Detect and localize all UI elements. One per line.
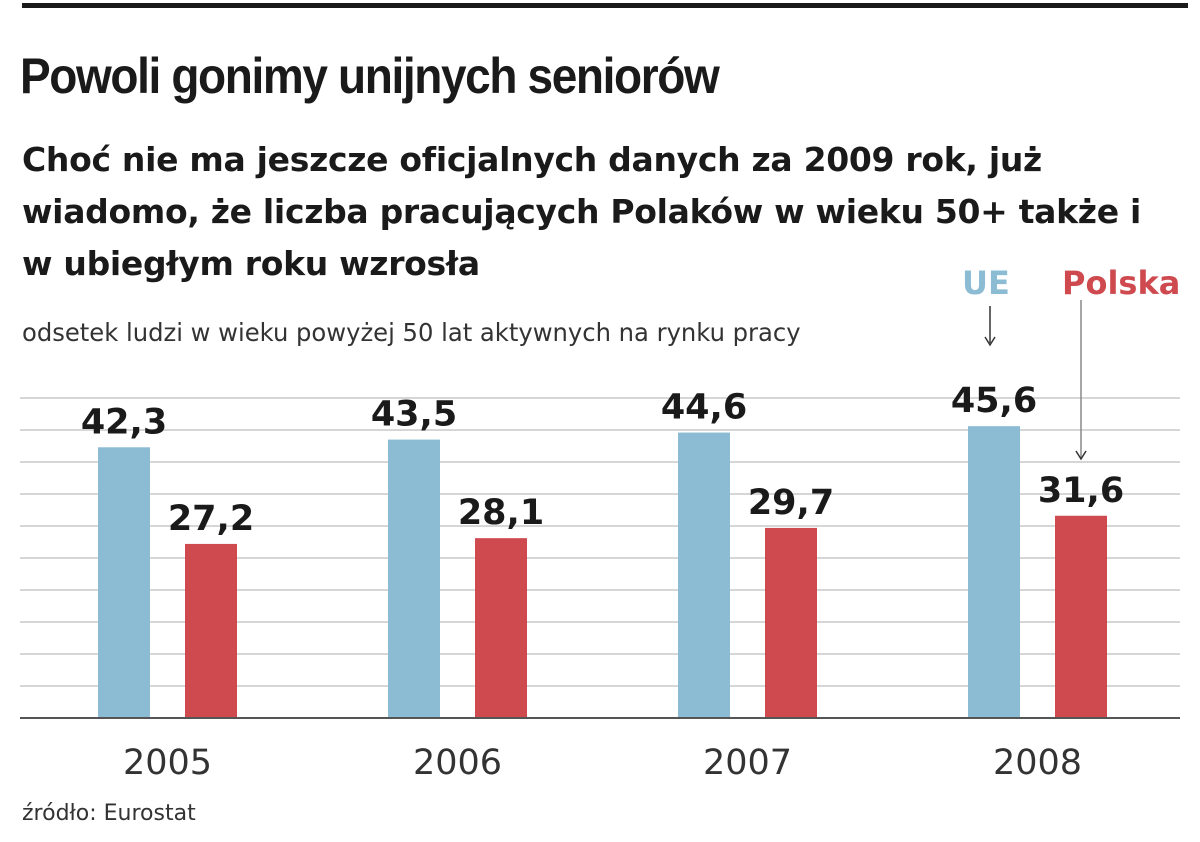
value-label: 43,5 [371, 395, 457, 435]
chart-title: Powoli gonimy unijnych seniorów [20, 48, 720, 104]
legend-ue: UE [962, 264, 1010, 302]
value-label: 42,3 [81, 402, 167, 442]
value-label: 45,6 [951, 381, 1037, 421]
bar-polska [185, 543, 237, 718]
x-tick-label: 2007 [703, 743, 792, 783]
y-axis-label: odsetek ludzi w wieku powyżej 50 lat akt… [22, 318, 801, 347]
value-label: 44,6 [661, 388, 747, 428]
value-label: 28,1 [458, 493, 544, 533]
value-label: 29,7 [748, 483, 834, 523]
bar-polska [1055, 515, 1107, 718]
x-tick-label: 2005 [123, 743, 212, 783]
value-label: 31,6 [1038, 471, 1124, 511]
bar-ue [968, 426, 1020, 718]
source-note: źródło: Eurostat [22, 801, 196, 826]
bar-ue [678, 432, 730, 718]
bar-polska [765, 527, 817, 718]
bar-ue [388, 439, 440, 718]
x-tick-label: 2006 [413, 743, 502, 783]
top-rule [22, 3, 1188, 8]
legend-arrowhead-ue [984, 336, 996, 347]
bar-polska [475, 538, 527, 718]
legend-arrowhead-polska [1075, 450, 1087, 461]
chart-subtitle: Choć nie ma jeszcze oficjalnych danych z… [22, 140, 1141, 283]
value-label: 27,2 [168, 499, 254, 539]
bar-ue [98, 447, 150, 718]
legend-polska: Polska [1062, 264, 1181, 302]
x-tick-label: 2008 [993, 743, 1082, 783]
